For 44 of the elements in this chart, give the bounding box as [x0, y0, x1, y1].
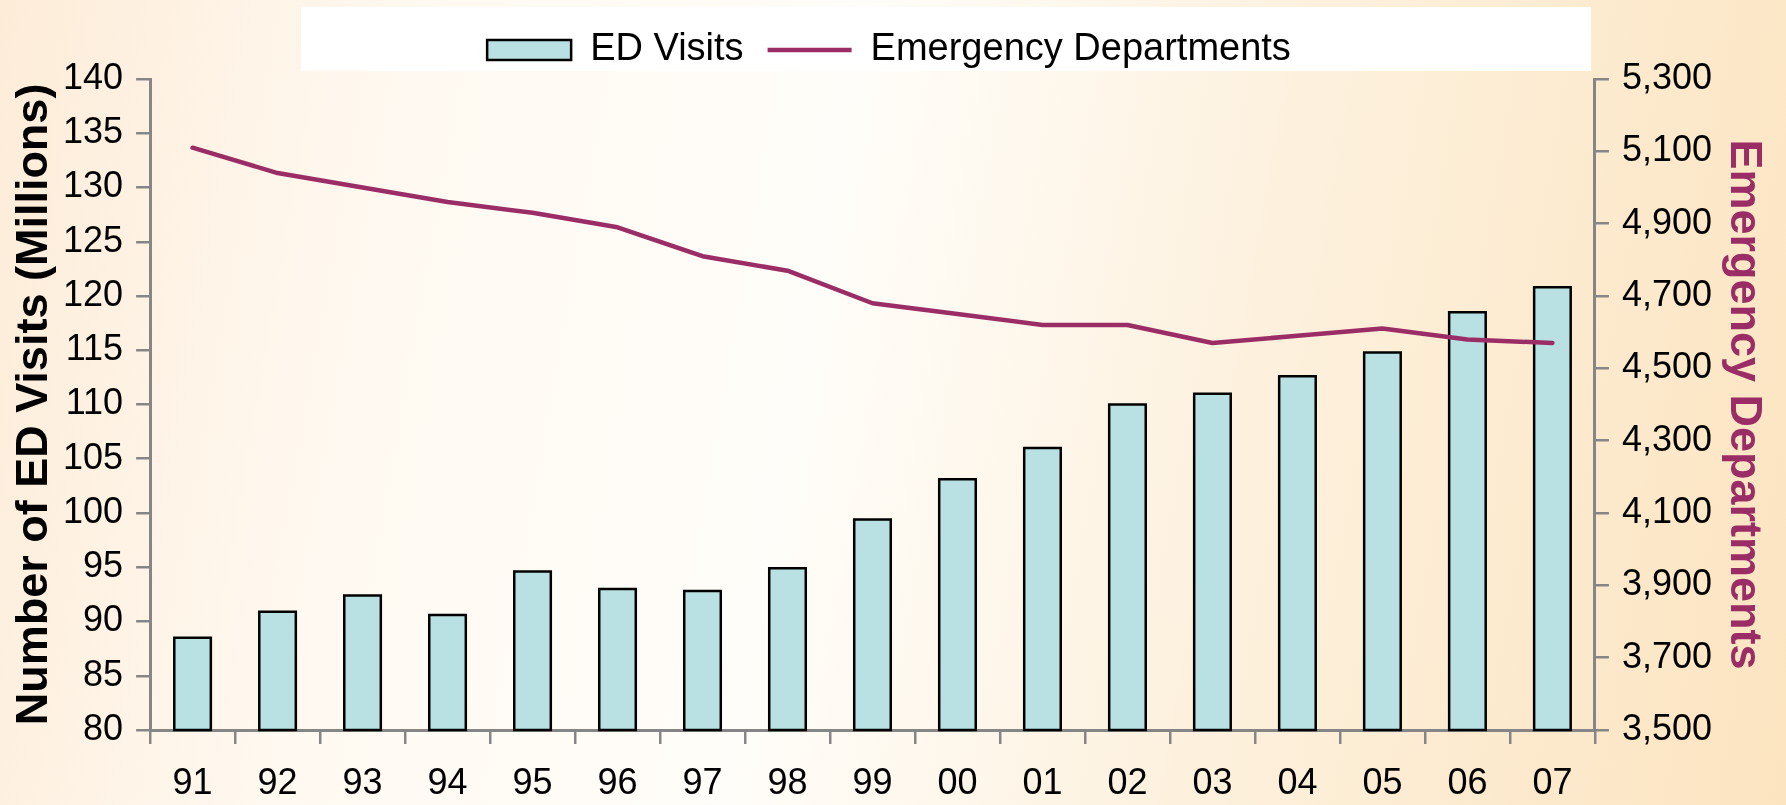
y-tick-label: 120 [62, 272, 124, 314]
x-tick-label: 05 [1362, 760, 1403, 802]
y2-tick-label: 4,500 [1621, 345, 1713, 387]
x-tick-label: 93 [342, 760, 383, 802]
y2-tick-label: 3,500 [1621, 706, 1713, 748]
y2-tick-label: 4,700 [1621, 272, 1713, 314]
x-tick-label: 99 [852, 760, 893, 802]
legend-label: Emergency Departments [870, 26, 1291, 69]
y2-tick-label: 4,300 [1621, 417, 1713, 459]
x-tick-label: 03 [1192, 760, 1233, 802]
y-axis-title: Number of ED Visits (Millions) [5, 83, 57, 726]
x-tick-label: 96 [597, 760, 638, 802]
y2-tick-label: 3,700 [1621, 634, 1713, 676]
x-tick-label: 00 [937, 760, 978, 802]
y-tick-label: 100 [62, 489, 124, 531]
x-tick-label: 94 [427, 760, 468, 802]
x-tick-label: 98 [767, 760, 808, 802]
x-tick-label: 95 [512, 760, 553, 802]
x-tick-label: 01 [1022, 760, 1063, 802]
y-tick-label: 130 [62, 164, 124, 206]
x-tick-label: 06 [1447, 760, 1488, 802]
y2-axis-title: Emergency Departments [1721, 139, 1773, 670]
y2-tick-label: 5,300 [1621, 55, 1713, 97]
x-tick-label: 04 [1277, 760, 1318, 802]
y2-tick-label: 3,900 [1621, 562, 1713, 604]
y-tick-label: 80 [83, 706, 124, 748]
y-tick-label: 125 [62, 218, 124, 260]
x-tick-label: 91 [172, 760, 213, 802]
y2-tick-label: 4,900 [1621, 200, 1713, 242]
x-tick-label: 07 [1532, 760, 1573, 802]
y-tick-label: 140 [62, 55, 124, 97]
y-tick-label: 110 [65, 381, 124, 423]
x-tick-label: 97 [682, 760, 723, 802]
y-tick-label: 90 [83, 598, 124, 640]
y-tick-label: 85 [83, 652, 124, 694]
x-tick-label: 02 [1107, 760, 1148, 802]
y-tick-label: 95 [83, 544, 124, 586]
y2-tick-label: 5,100 [1621, 128, 1713, 170]
y-tick-label: 135 [62, 110, 124, 152]
y-tick-label: 115 [65, 327, 124, 369]
x-tick-label: 92 [257, 760, 298, 802]
y2-tick-label: 4,100 [1621, 489, 1713, 531]
legend-label: ED Visits [590, 26, 744, 69]
y-tick-label: 105 [62, 435, 124, 477]
